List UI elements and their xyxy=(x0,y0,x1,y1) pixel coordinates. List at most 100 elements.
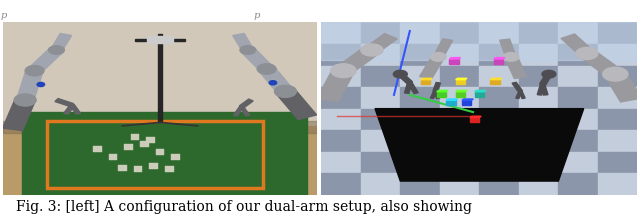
Bar xyxy=(401,109,440,130)
Bar xyxy=(559,130,598,152)
Polygon shape xyxy=(317,69,354,102)
Bar xyxy=(559,109,598,130)
Circle shape xyxy=(576,47,598,60)
Bar xyxy=(519,109,558,130)
Bar xyxy=(475,92,484,97)
Polygon shape xyxy=(436,90,448,92)
Polygon shape xyxy=(475,90,486,92)
Circle shape xyxy=(542,70,556,78)
Polygon shape xyxy=(233,33,253,51)
Bar xyxy=(401,173,440,195)
Circle shape xyxy=(240,46,255,54)
Bar xyxy=(361,87,401,109)
Bar xyxy=(479,22,519,44)
Polygon shape xyxy=(241,48,273,71)
Polygon shape xyxy=(397,73,413,84)
Bar xyxy=(401,44,440,65)
Polygon shape xyxy=(512,82,522,92)
Bar xyxy=(440,44,479,65)
Bar xyxy=(421,80,430,84)
Bar xyxy=(479,65,519,87)
Circle shape xyxy=(331,64,356,78)
Circle shape xyxy=(394,70,407,78)
Polygon shape xyxy=(336,47,380,74)
Bar xyxy=(361,173,401,195)
Bar xyxy=(559,44,598,65)
Polygon shape xyxy=(55,99,74,107)
Polygon shape xyxy=(537,84,545,95)
Polygon shape xyxy=(276,89,317,120)
Polygon shape xyxy=(446,99,458,100)
Polygon shape xyxy=(433,39,452,58)
Polygon shape xyxy=(540,74,552,85)
Bar xyxy=(321,22,637,60)
Bar xyxy=(172,154,180,160)
Polygon shape xyxy=(420,56,444,79)
Bar xyxy=(440,65,479,87)
Bar xyxy=(3,22,317,126)
Bar xyxy=(462,100,472,105)
Bar xyxy=(559,65,598,87)
Polygon shape xyxy=(408,82,418,93)
Bar xyxy=(440,109,479,130)
Polygon shape xyxy=(239,99,253,108)
Bar xyxy=(147,36,173,43)
Bar xyxy=(470,118,479,123)
Polygon shape xyxy=(259,67,293,93)
Bar xyxy=(519,87,558,109)
Circle shape xyxy=(49,46,65,54)
Polygon shape xyxy=(421,78,432,80)
Polygon shape xyxy=(433,91,440,99)
Bar xyxy=(401,22,440,44)
Circle shape xyxy=(257,64,276,74)
Polygon shape xyxy=(505,56,527,78)
Polygon shape xyxy=(449,58,461,59)
Polygon shape xyxy=(433,82,440,92)
Polygon shape xyxy=(490,78,502,80)
Bar xyxy=(456,80,465,84)
Bar xyxy=(479,130,519,152)
Bar xyxy=(440,173,479,195)
Bar xyxy=(321,87,361,109)
Polygon shape xyxy=(28,48,63,73)
Circle shape xyxy=(430,53,446,61)
Polygon shape xyxy=(404,83,412,93)
Bar xyxy=(479,173,519,195)
Bar xyxy=(519,130,558,152)
Bar xyxy=(93,146,102,152)
Bar xyxy=(321,130,361,152)
Circle shape xyxy=(269,81,276,85)
Polygon shape xyxy=(135,39,185,41)
Bar xyxy=(490,80,500,84)
Bar xyxy=(146,137,155,143)
Bar xyxy=(321,22,361,44)
Bar xyxy=(440,22,479,44)
Bar xyxy=(559,22,598,44)
Bar xyxy=(598,152,637,173)
Bar xyxy=(401,87,440,109)
Circle shape xyxy=(14,94,36,106)
Polygon shape xyxy=(462,99,474,100)
Polygon shape xyxy=(239,106,250,116)
Bar xyxy=(446,100,456,105)
Polygon shape xyxy=(540,84,548,95)
Bar xyxy=(321,65,361,87)
Bar xyxy=(124,144,133,150)
Polygon shape xyxy=(579,50,623,77)
Polygon shape xyxy=(234,106,243,116)
Bar xyxy=(321,109,361,130)
Bar xyxy=(479,109,519,130)
Bar xyxy=(149,163,158,169)
Bar xyxy=(361,44,401,65)
Bar xyxy=(493,59,503,64)
Bar xyxy=(401,65,440,87)
Bar xyxy=(519,152,558,173)
Bar xyxy=(479,44,519,65)
Bar xyxy=(598,130,637,152)
Bar xyxy=(47,121,264,188)
Bar xyxy=(118,165,127,171)
Bar xyxy=(519,22,558,44)
Bar xyxy=(519,65,558,87)
Bar xyxy=(401,130,440,152)
Polygon shape xyxy=(605,72,640,102)
